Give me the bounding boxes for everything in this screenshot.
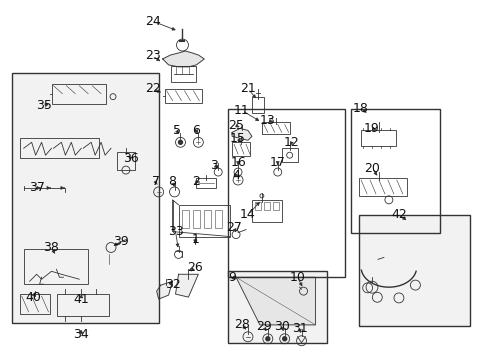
Bar xyxy=(20,294,49,314)
Bar xyxy=(24,249,88,284)
Bar xyxy=(215,210,222,228)
Text: 3: 3 xyxy=(210,159,218,172)
Text: 17: 17 xyxy=(269,156,285,168)
Bar xyxy=(262,122,289,134)
Text: 33: 33 xyxy=(167,225,183,238)
Text: 35: 35 xyxy=(36,99,51,112)
Text: 24: 24 xyxy=(144,15,160,28)
Text: 14: 14 xyxy=(240,208,255,221)
Text: 18: 18 xyxy=(352,102,368,115)
Bar xyxy=(170,66,196,82)
Text: 27: 27 xyxy=(225,221,242,234)
Text: 12: 12 xyxy=(283,136,299,149)
Bar xyxy=(51,84,106,104)
Bar xyxy=(281,148,297,162)
Text: 9: 9 xyxy=(228,271,236,284)
Bar xyxy=(358,215,469,326)
Text: 1: 1 xyxy=(191,233,199,246)
Bar xyxy=(182,210,189,228)
Text: 40: 40 xyxy=(26,291,41,303)
Bar xyxy=(12,73,158,323)
Text: 32: 32 xyxy=(164,278,180,291)
Text: 6: 6 xyxy=(192,124,200,137)
Text: 28: 28 xyxy=(234,318,249,331)
Text: 41: 41 xyxy=(73,293,89,306)
Text: 19: 19 xyxy=(364,122,379,135)
Text: 15: 15 xyxy=(230,132,245,145)
Bar xyxy=(272,202,278,210)
Bar xyxy=(164,89,202,103)
Bar xyxy=(251,200,281,222)
Text: 42: 42 xyxy=(390,208,406,221)
Bar xyxy=(254,202,260,210)
Circle shape xyxy=(265,337,269,341)
Polygon shape xyxy=(236,277,315,325)
Text: 22: 22 xyxy=(144,82,160,95)
Bar xyxy=(57,294,109,316)
Text: 38: 38 xyxy=(43,241,60,254)
Bar xyxy=(228,271,326,343)
Circle shape xyxy=(178,140,182,144)
Text: 20: 20 xyxy=(364,162,379,175)
Text: 5: 5 xyxy=(172,124,180,137)
Polygon shape xyxy=(156,281,172,299)
Bar xyxy=(20,138,99,158)
Polygon shape xyxy=(232,129,251,140)
Text: 31: 31 xyxy=(291,322,307,336)
Text: 26: 26 xyxy=(187,261,203,274)
Circle shape xyxy=(282,337,286,341)
Bar xyxy=(350,109,440,233)
Text: 29: 29 xyxy=(255,320,271,333)
Bar xyxy=(117,152,135,170)
Bar xyxy=(193,210,200,228)
Text: 30: 30 xyxy=(273,320,289,333)
Bar xyxy=(358,215,469,326)
Text: 25: 25 xyxy=(228,119,244,132)
Bar xyxy=(178,205,230,237)
Text: 13: 13 xyxy=(260,114,275,127)
Bar xyxy=(232,142,249,156)
Text: 39: 39 xyxy=(113,235,128,248)
Bar xyxy=(228,109,345,277)
Text: 21: 21 xyxy=(240,82,255,95)
Text: 11: 11 xyxy=(234,104,249,117)
Text: 4: 4 xyxy=(232,168,240,181)
Bar xyxy=(228,271,326,343)
Text: 10: 10 xyxy=(289,271,305,284)
Text: 8: 8 xyxy=(168,175,176,189)
Bar xyxy=(264,202,269,210)
Polygon shape xyxy=(175,274,198,297)
Text: 7: 7 xyxy=(151,175,160,189)
Bar xyxy=(12,73,158,323)
Text: 34: 34 xyxy=(73,328,89,341)
Bar xyxy=(251,96,264,113)
Text: 23: 23 xyxy=(144,49,160,63)
Polygon shape xyxy=(163,51,204,67)
Text: 36: 36 xyxy=(123,152,139,165)
Text: 2: 2 xyxy=(192,175,200,189)
Text: 37: 37 xyxy=(29,181,44,194)
Bar xyxy=(358,178,406,196)
Bar xyxy=(204,210,211,228)
Bar xyxy=(196,178,216,188)
Bar xyxy=(360,130,395,146)
Text: 16: 16 xyxy=(230,156,245,168)
